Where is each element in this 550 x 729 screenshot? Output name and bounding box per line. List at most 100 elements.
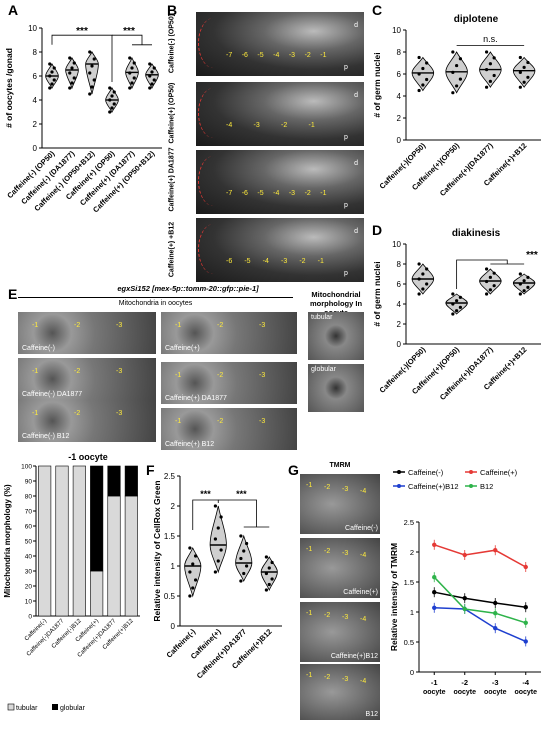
data-point <box>130 81 134 85</box>
violin <box>85 51 99 95</box>
data-point <box>264 571 268 576</box>
data-point <box>488 62 492 66</box>
distal-label: d <box>354 228 358 235</box>
data-point <box>270 577 274 581</box>
y-tick-label: 4 <box>397 300 402 309</box>
violin <box>512 56 536 88</box>
panel-e-header: egxSi152 [mex-5p::tomm-20::gfp::pie-1] <box>117 284 259 293</box>
series-line <box>434 544 527 568</box>
y-tick-label: 1 <box>171 562 176 571</box>
image-label: Caffeine(-) DA1877 <box>22 391 83 398</box>
x-tick-label: Caffeine(+)B12 <box>102 618 135 651</box>
oocyte-number: -2 <box>304 52 311 59</box>
violin <box>260 556 278 591</box>
data-point <box>88 92 92 96</box>
series-line <box>433 576 526 624</box>
panel-label-f: F <box>146 462 155 478</box>
oocyte-number: -6 <box>226 258 233 265</box>
data-point <box>432 575 437 580</box>
y-axis-title: # of germ nuclei <box>372 52 382 117</box>
x-tick-label-word: oocyte <box>484 689 507 696</box>
oocyte-number: -1 <box>175 322 182 329</box>
oocyte-number: -1 <box>306 482 313 489</box>
x-tick-label-num: -1 <box>431 678 438 687</box>
panel-label-a: A <box>8 2 19 18</box>
x-tick-label-word: oocyte <box>514 689 537 696</box>
oocyte-number: -4 <box>360 552 367 559</box>
data-point <box>417 277 421 281</box>
panel-label-b: B <box>167 2 178 18</box>
panel-e-subtitle: Mitochondria in oocytes <box>118 300 193 307</box>
gonad-outline <box>198 156 229 206</box>
data-point <box>216 559 220 563</box>
series-line <box>434 607 527 643</box>
tmrm-image: -1 -2 -3 -4 Caffeine(+) <box>300 538 380 598</box>
row-label: Caffeine(+) DA1877 <box>168 147 176 212</box>
data-point <box>92 57 96 61</box>
row-label: Caffeine(-) (OP50) <box>168 13 176 74</box>
oocyte-number: -3 <box>288 190 296 197</box>
gonad-outline <box>198 18 229 68</box>
data-point <box>70 81 74 85</box>
mitochondria-image: -1 -2 -3 Caffeine(+) DA1877 <box>161 362 297 404</box>
oocyte-number: -4 <box>360 678 367 685</box>
legend-swatch-tubular <box>7 703 15 711</box>
sig-bracket-1 <box>51 34 113 82</box>
y-tick-label: 2 <box>397 320 402 329</box>
panel-label-g: G <box>288 462 299 478</box>
legend-label-globular: globular <box>60 705 86 712</box>
violin <box>411 56 435 92</box>
oocyte-number: -4 <box>226 122 233 129</box>
violin <box>184 547 202 598</box>
bar-tubular <box>55 465 69 617</box>
oocyte-number: -1 <box>308 122 315 129</box>
oocyte-number: -5 <box>257 190 264 197</box>
data-point <box>245 564 249 568</box>
legend-swatch-globular <box>52 704 58 710</box>
data-point <box>417 292 421 296</box>
data-point <box>522 80 526 84</box>
oocyte-number: -6 <box>241 190 248 197</box>
y-tick-label: 30 <box>25 569 33 576</box>
oocyte-number: -3 <box>259 372 266 379</box>
y-tick-label: 1.5 <box>404 578 414 587</box>
globular-example: globular <box>308 364 364 412</box>
gonad-image: -6 -5 -4 -3 -2 -1 d p <box>196 218 364 282</box>
data-point <box>451 70 455 74</box>
series-line <box>434 591 526 608</box>
data-point <box>148 62 152 66</box>
y-tick-label: 90 <box>25 479 33 486</box>
data-point <box>148 74 152 78</box>
chart-e-morphology: -1 oocyte 0 10 20 30 40 50 60 70 80 90 100 Mitochond… <box>3 452 140 712</box>
oocyte-number: -3 <box>342 550 349 557</box>
bar-tubular <box>72 465 86 617</box>
oocyte-number: -3 <box>281 258 288 265</box>
data-point <box>128 71 132 75</box>
data-point <box>108 86 112 90</box>
proximal-label: p <box>344 134 348 141</box>
oocyte-number: -3 <box>116 322 123 329</box>
data-point <box>421 66 425 71</box>
data-point <box>219 515 223 519</box>
legend-marker <box>397 470 401 474</box>
y-tick-label: 20 <box>25 584 33 591</box>
morph-label: globular <box>311 366 336 373</box>
data-point <box>88 71 92 75</box>
data-point <box>50 70 54 74</box>
data-point <box>70 66 74 70</box>
y-tick-label: 1 <box>410 608 414 617</box>
data-point <box>455 299 459 303</box>
tmrm-title: TMRM <box>329 462 351 469</box>
oocyte-number: -2 <box>324 612 331 619</box>
oocyte-number: -2 <box>281 122 288 129</box>
data-point <box>484 292 489 296</box>
data-point <box>488 79 492 83</box>
oocyte-number: -1 <box>320 52 327 59</box>
proximal-label: p <box>344 202 348 209</box>
data-point <box>425 282 429 286</box>
data-point <box>492 56 496 60</box>
oocyte-number: -2 <box>304 190 311 197</box>
y-tick-label: 2 <box>397 114 402 123</box>
sig-label: *** <box>526 250 538 261</box>
data-point <box>194 578 198 582</box>
